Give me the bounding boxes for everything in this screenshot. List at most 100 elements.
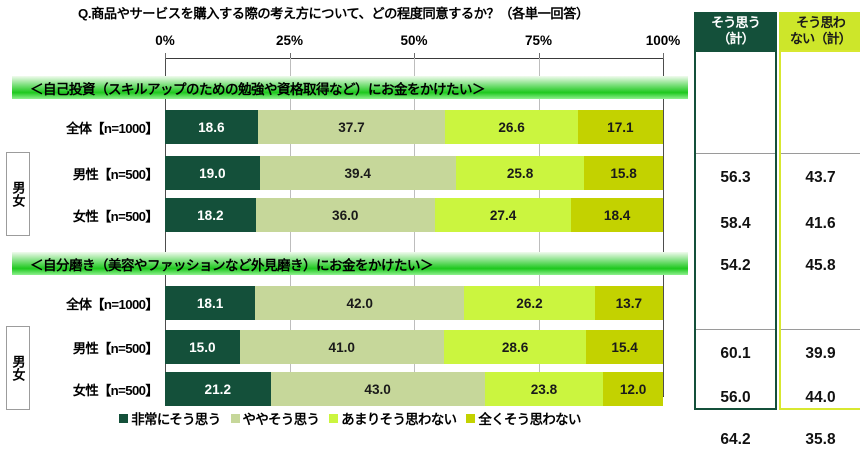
stacked-bar-row: 15.0 41.0 28.6 15.4 xyxy=(165,330,663,364)
total-column-divider xyxy=(696,153,775,154)
bar-segment: 27.4 xyxy=(434,198,572,232)
stacked-bar-row: 18.1 42.0 26.2 13.7 xyxy=(165,286,663,320)
axis-tick-label: 100% xyxy=(645,33,681,48)
stacked-bar-row: 19.0 39.4 25.8 15.8 xyxy=(165,156,663,190)
row-label: 全体【n=1000】 xyxy=(66,121,158,136)
total-agree-value: 56.3 xyxy=(720,169,751,186)
bar-segment: 36.0 xyxy=(255,198,435,232)
section-header-label: ＜自分磨き（美容やファッションなど外見磨き）にお金をかけたい＞ xyxy=(30,257,434,273)
bar-segment: 26.6 xyxy=(445,110,578,144)
total-disagree-value: 43.7 xyxy=(805,169,836,186)
gender-group-label: 男女 xyxy=(10,355,26,381)
bar-segment-value: 17.1 xyxy=(607,119,634,135)
legend-item: 全くそう思わない xyxy=(466,408,581,428)
row-label: 女性【n=500】 xyxy=(72,209,159,224)
stacked-bar-row: 18.6 37.7 26.6 17.1 xyxy=(165,110,663,144)
legend-swatch-icon xyxy=(329,413,339,423)
bar-segment-value: 18.6 xyxy=(198,119,225,135)
bar-segment-value: 26.6 xyxy=(498,119,525,135)
bar-segment: 19.0 xyxy=(165,156,260,190)
bar-segment: 18.2 xyxy=(165,198,256,232)
legend-swatch-icon xyxy=(119,413,129,423)
axis-tick-mark xyxy=(289,53,291,59)
section-header-label: ＜自己投資（スキルアップのための勉強や資格取得など）にお金をかけたい＞ xyxy=(30,81,486,97)
legend-item: ややそう思う xyxy=(230,408,320,428)
total-agree-value: 56.0 xyxy=(720,389,751,406)
total-agree-header-line2: （計） xyxy=(717,31,754,46)
axis-tick-label: 75% xyxy=(524,33,553,48)
legend-item: あまりそう思わない xyxy=(329,408,457,428)
bar-segment-value: 15.0 xyxy=(189,339,216,355)
total-disagree-value: 39.9 xyxy=(805,345,836,362)
bar-segment-value: 15.8 xyxy=(610,165,637,181)
bar-segment: 42.0 xyxy=(255,286,465,320)
bar-segment-value: 37.7 xyxy=(338,119,365,135)
axis-tick-mark xyxy=(663,53,664,59)
total-column-divider xyxy=(781,329,860,330)
total-disagree-header: そう思わ ない（計） xyxy=(779,12,860,50)
bar-segment-value: 39.4 xyxy=(344,165,371,181)
gender-group-label: 男女 xyxy=(10,181,26,207)
bar-segment-value: 21.2 xyxy=(204,381,232,397)
bar-segment: 18.4 xyxy=(571,198,663,232)
bar-segment: 21.2 xyxy=(165,372,271,406)
legend-item: 非常にそう思う xyxy=(119,408,221,428)
bar-segment-value: 28.6 xyxy=(501,339,529,355)
bar-segment: 43.0 xyxy=(270,372,485,406)
bar-segment: 41.0 xyxy=(239,330,444,364)
total-agree-value: 58.4 xyxy=(720,215,751,232)
bar-segment-value: 27.4 xyxy=(489,207,517,223)
chart-legend: 非常にそう思う ややそう思う あまりそう思わない 全くそう思わない xyxy=(0,408,700,428)
plot-right-border xyxy=(663,58,664,396)
bar-segment-value: 25.8 xyxy=(506,165,534,181)
bar-segment: 39.4 xyxy=(259,156,456,190)
row-label: 全体【n=1000】 xyxy=(66,297,158,312)
total-agree-column: 56.3 58.4 54.2 60.1 56.0 64.2 xyxy=(694,50,777,448)
legend-label: 全くそう思わない xyxy=(478,412,581,427)
bar-segment: 37.7 xyxy=(257,110,446,144)
bar-segment-value: 15.4 xyxy=(611,339,638,355)
total-disagree-header-line2: ない（計） xyxy=(789,31,852,46)
bar-segment-value: 41.0 xyxy=(328,339,355,355)
legend-label: ややそう思う xyxy=(242,412,320,427)
bar-segment-value: 23.8 xyxy=(530,381,558,397)
bar-segment: 15.4 xyxy=(586,330,663,364)
total-column-divider xyxy=(696,329,775,330)
gender-group-box: 男女 xyxy=(6,152,30,236)
total-agree-header-line1: そう思う xyxy=(711,15,761,30)
total-agree-header: そう思う （計） xyxy=(694,12,777,50)
total-agree-value: 60.1 xyxy=(720,345,751,362)
bar-segment: 25.8 xyxy=(455,156,585,190)
axis-tick-mark xyxy=(165,53,166,59)
bar-segment: 23.8 xyxy=(484,372,604,406)
total-disagree-value: 45.8 xyxy=(805,257,836,274)
bar-segment-value: 19.0 xyxy=(199,165,226,181)
bar-segment-value: 36.0 xyxy=(332,207,359,223)
total-agree-value: 54.2 xyxy=(720,257,751,274)
axis-tick-mark xyxy=(538,53,540,59)
bar-segment: 26.2 xyxy=(464,286,595,320)
bar-segment-value: 18.1 xyxy=(196,295,224,311)
bar-segment: 18.1 xyxy=(165,286,256,320)
bar-segment: 13.7 xyxy=(594,286,663,320)
total-disagree-column: 43.7 41.6 45.8 39.9 44.0 35.8 xyxy=(779,50,860,448)
axis-tick-label: 50% xyxy=(400,33,428,48)
total-disagree-value: 35.8 xyxy=(805,431,836,448)
bar-segment: 15.0 xyxy=(165,330,240,364)
row-label: 女性【n=500】 xyxy=(72,383,159,398)
bar-segment-value: 18.4 xyxy=(603,207,631,223)
total-disagree-header-line1: そう思わ xyxy=(796,15,846,30)
bar-segment-value: 13.7 xyxy=(615,295,643,311)
stacked-bar-row: 18.2 36.0 27.4 18.4 xyxy=(165,198,663,232)
row-label: 男性【n=500】 xyxy=(72,167,159,182)
stacked-bar-row: 21.2 43.0 23.8 12.0 xyxy=(165,372,663,406)
bar-segment: 17.1 xyxy=(577,110,663,144)
section-header-band: ＜自己投資（スキルアップのための勉強や資格取得など）にお金をかけたい＞ xyxy=(12,76,688,99)
total-column-divider xyxy=(781,153,860,154)
bar-segment: 12.0 xyxy=(603,372,663,406)
legend-swatch-icon xyxy=(466,413,476,423)
total-disagree-value: 44.0 xyxy=(805,389,836,406)
legend-label: 非常にそう思う xyxy=(131,412,221,427)
total-disagree-value: 41.6 xyxy=(805,215,836,232)
axis-tick-mark xyxy=(414,53,415,59)
